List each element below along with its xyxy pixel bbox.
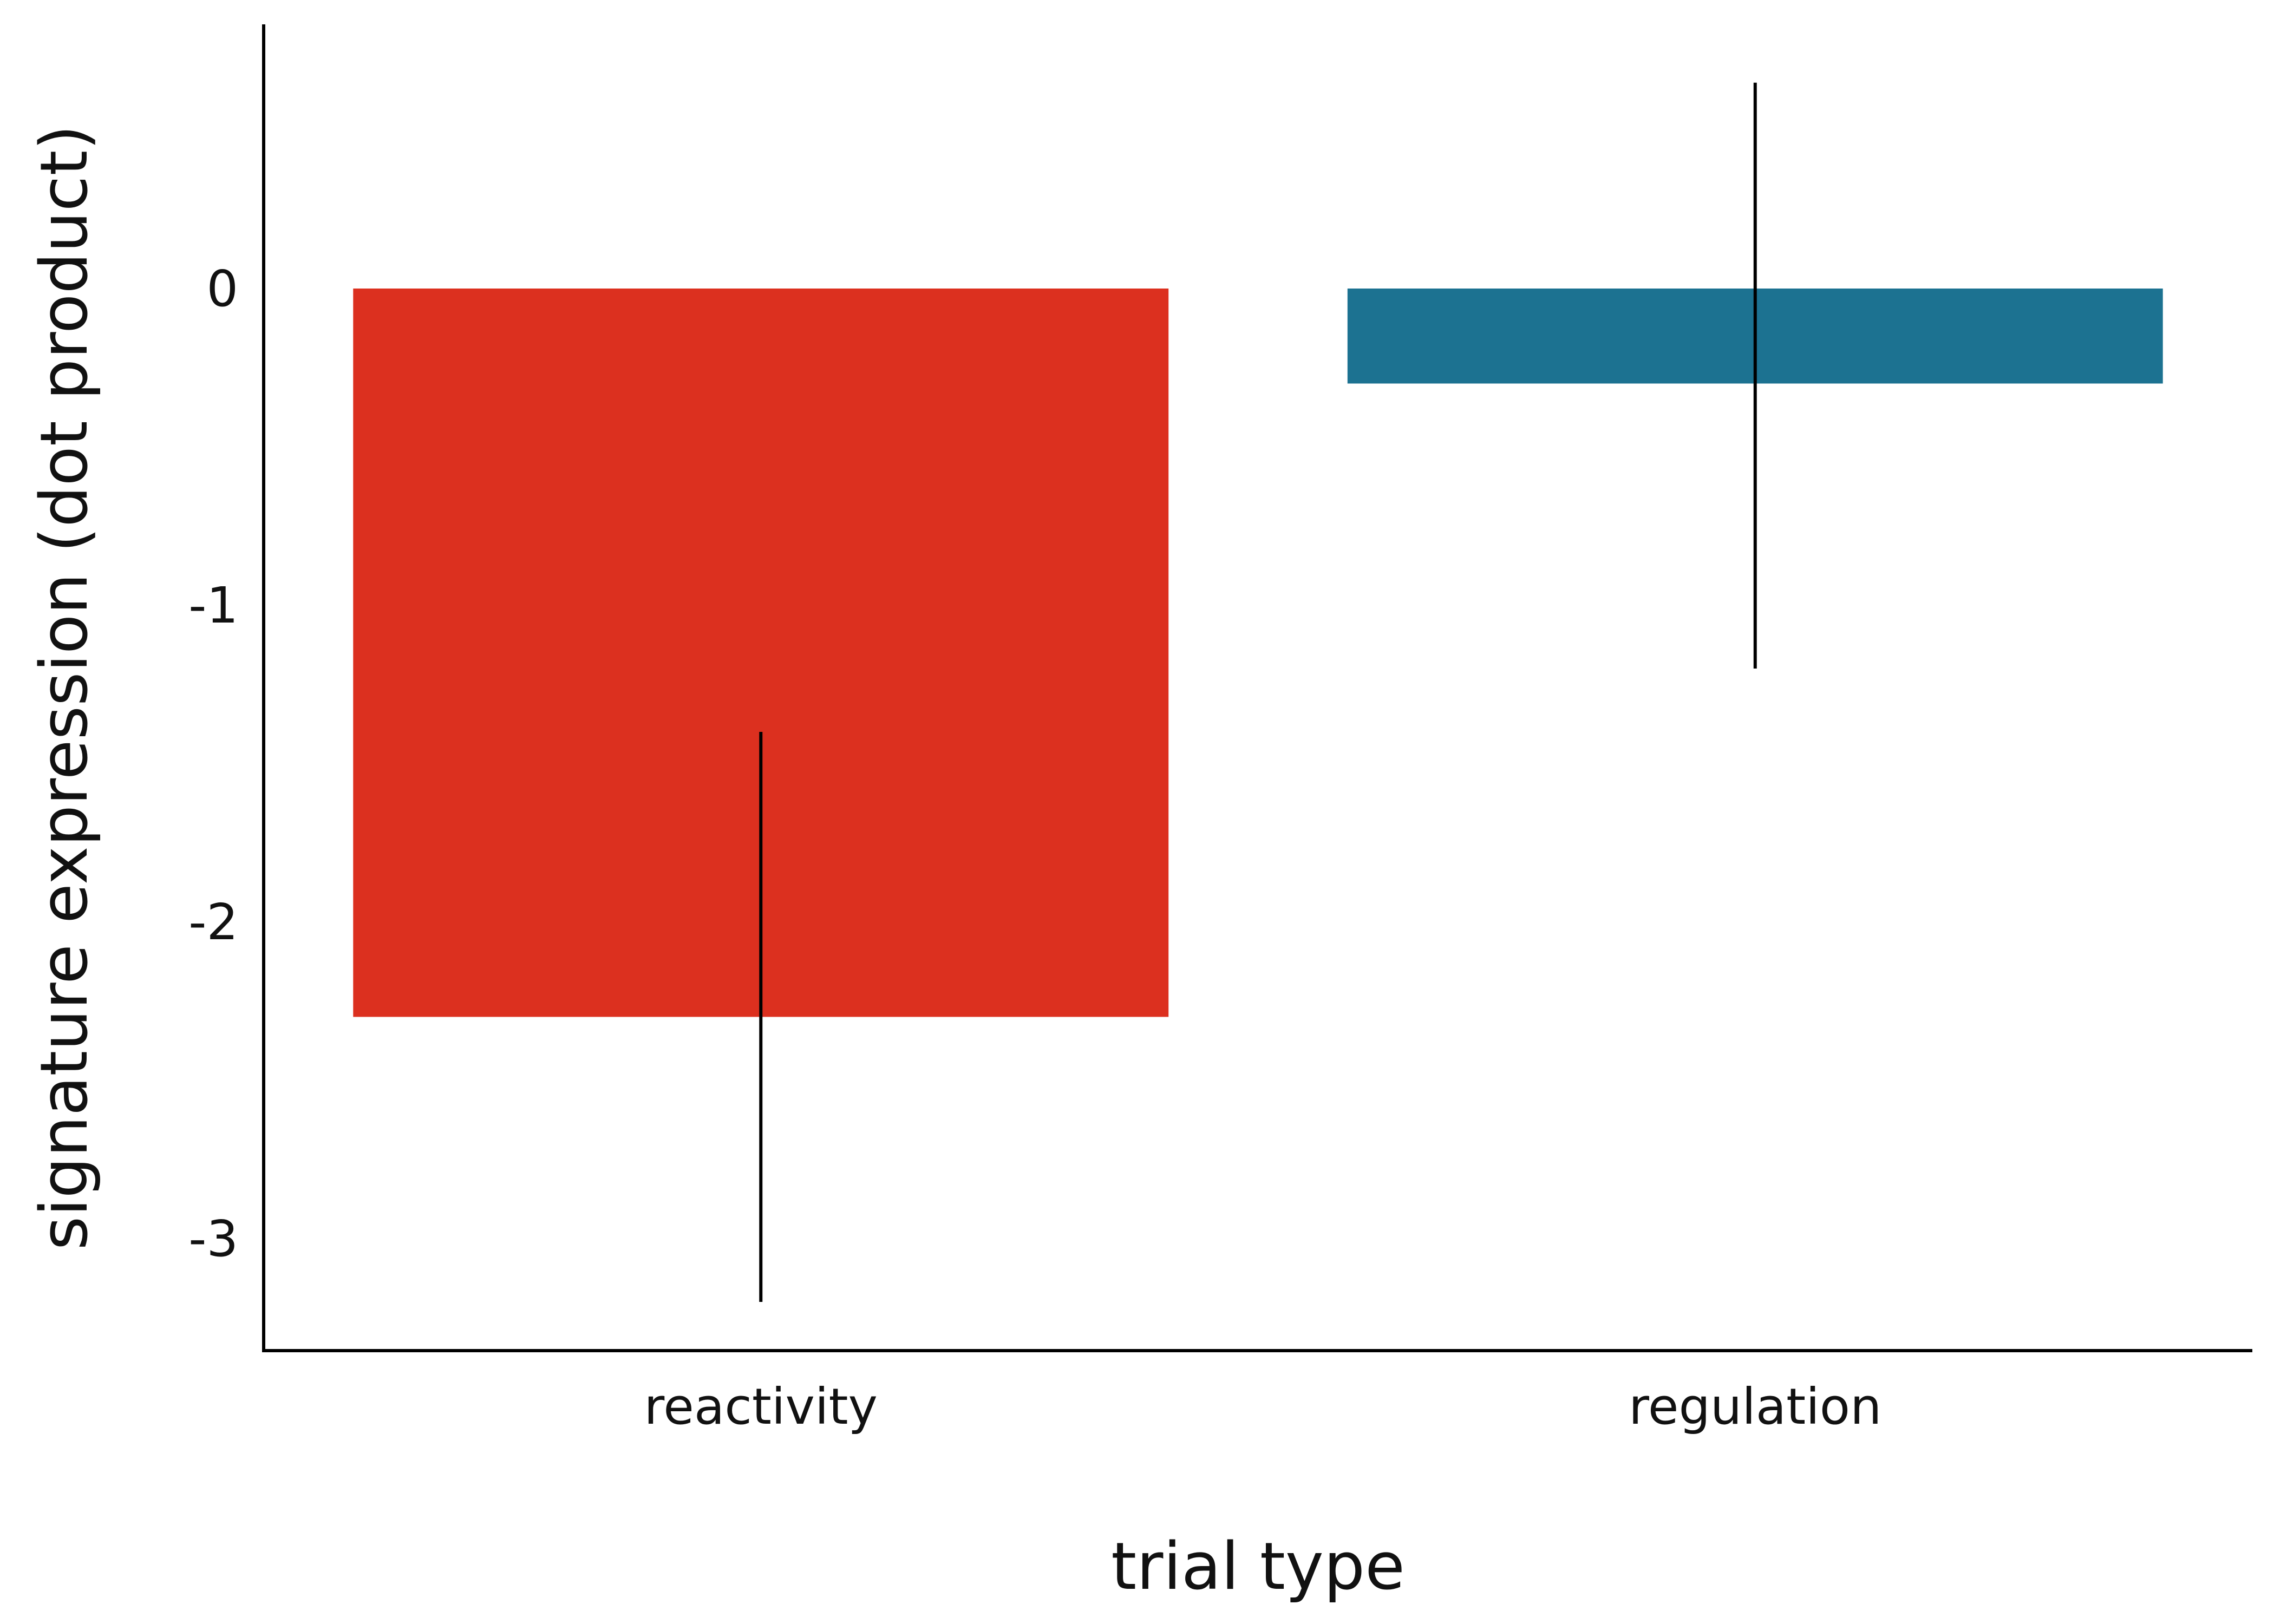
y-tick-labels: 0 -1 -2 -3 xyxy=(188,260,238,1268)
y-tick-label: -1 xyxy=(188,577,238,634)
y-tick-label: -2 xyxy=(188,893,238,951)
y-axis-title: signature expression (dot product) xyxy=(27,125,102,1250)
x-tick-labels: reactivity regulation xyxy=(644,1378,1881,1436)
bars-layer xyxy=(353,289,2163,1017)
error-bars-layer xyxy=(759,82,1757,1302)
x-axis-title: trial type xyxy=(1111,1529,1405,1605)
x-tick-label-regulation: regulation xyxy=(1629,1378,1881,1436)
y-tick-label: -3 xyxy=(188,1210,238,1268)
y-tick-label: 0 xyxy=(206,260,238,318)
x-tick-label-reactivity: reactivity xyxy=(644,1378,878,1436)
